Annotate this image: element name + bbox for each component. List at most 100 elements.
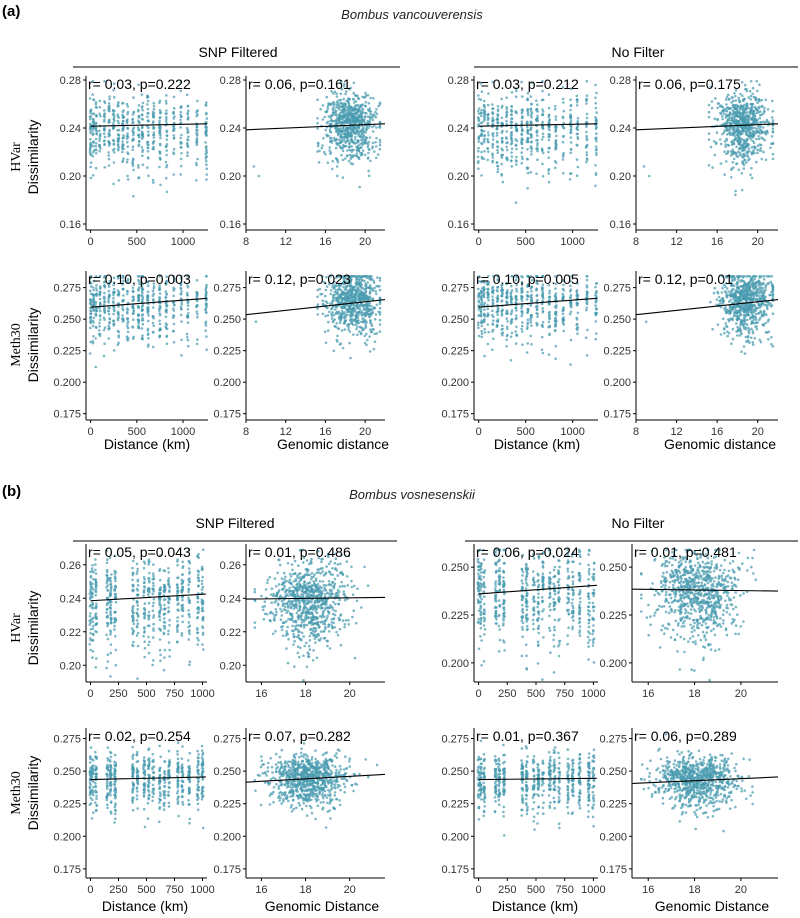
- scatter-point: [486, 307, 490, 311]
- panel-b-species: Bombus vosnesenskii: [349, 487, 476, 502]
- scatter-point: [108, 95, 111, 98]
- scatter-point: [147, 156, 150, 160]
- scatter-point: [594, 106, 598, 110]
- scatter-point: [339, 288, 343, 292]
- scatter-point: [146, 150, 150, 153]
- scatter-point: [335, 95, 339, 98]
- scatter-point: [760, 98, 763, 102]
- scatter-point: [486, 303, 489, 307]
- scatter-point: [575, 316, 578, 320]
- scatter-point: [370, 322, 373, 326]
- scatter-point: [373, 332, 377, 336]
- scatter-point: [739, 106, 743, 109]
- scatter-point: [108, 128, 111, 132]
- scatter-point: [369, 319, 372, 322]
- scatter-point: [107, 309, 110, 313]
- scatter-point: [107, 164, 111, 167]
- scatter-point: [561, 85, 565, 89]
- scatter-point: [585, 308, 588, 312]
- scatter-point: [535, 306, 538, 309]
- scatter-point: [98, 105, 102, 109]
- scatter-point: [332, 105, 335, 109]
- scatter-point: [346, 149, 349, 152]
- scatter-point: [526, 342, 530, 345]
- y-tick-label: 0.16: [220, 219, 241, 231]
- scatter-point: [500, 106, 504, 109]
- scatter-point: [320, 146, 324, 150]
- scatter-point: [725, 121, 728, 125]
- scatter-point: [586, 328, 589, 332]
- scatter-point: [116, 115, 120, 118]
- scatter-point: [719, 162, 723, 165]
- scatter-point: [771, 127, 775, 130]
- scatter-point: [486, 121, 490, 125]
- scatter-point: [339, 342, 343, 345]
- scatter-point: [89, 312, 93, 316]
- scatter-point: [753, 118, 757, 121]
- scatter-point: [369, 328, 372, 332]
- scatter-point: [510, 320, 514, 324]
- scatter-point: [479, 82, 483, 85]
- scatter-point: [495, 134, 499, 137]
- scatter-point: [347, 118, 350, 122]
- scatter-point: [722, 328, 726, 331]
- scatter-point: [727, 98, 731, 101]
- scatter-point: [173, 303, 176, 307]
- scatter-point: [749, 98, 752, 101]
- scatter-point: [763, 138, 766, 142]
- scatter-point: [333, 308, 337, 311]
- scatter-point: [486, 131, 490, 134]
- scatter-point: [180, 133, 183, 137]
- scatter-point: [595, 295, 598, 298]
- scatter-point: [354, 281, 358, 285]
- scatter-point: [737, 168, 741, 172]
- scatter-point: [113, 309, 116, 313]
- scatter-point: [121, 122, 125, 126]
- scatter-point: [103, 318, 106, 321]
- scatter-point: [541, 310, 545, 314]
- scatter-point: [569, 136, 573, 139]
- scatter-point: [137, 83, 140, 87]
- scatter-point: [594, 320, 598, 323]
- scatter-point: [328, 310, 331, 314]
- scatter-point: [575, 301, 578, 305]
- scatter-point: [716, 323, 720, 326]
- scatter-point: [112, 89, 115, 92]
- scatter-point: [332, 299, 335, 302]
- scatter-point: [505, 345, 508, 348]
- scatter-point: [131, 113, 135, 116]
- panel-b-label: (b): [2, 483, 21, 500]
- scatter-point: [324, 314, 327, 318]
- y-tick-label: 0.28: [610, 75, 631, 87]
- scatter-point: [88, 115, 92, 118]
- scatter-point: [344, 141, 348, 144]
- scatter-point: [500, 314, 504, 317]
- scatter-point: [327, 134, 330, 138]
- scatter-point: [378, 147, 382, 151]
- y-tick-label: 0.24: [448, 123, 469, 135]
- scatter-point: [325, 95, 329, 99]
- scatter-point: [480, 174, 483, 177]
- scatter-point: [510, 151, 513, 154]
- scatter-point: [359, 277, 362, 281]
- scatter-point: [355, 327, 358, 331]
- scatter-point: [486, 113, 490, 116]
- scatter-point: [585, 130, 588, 134]
- scatter-point: [152, 107, 156, 111]
- scatter-point: [479, 314, 483, 317]
- scatter-point: [151, 298, 155, 301]
- scatter-point: [107, 154, 110, 157]
- y-tick-label: 0.28: [448, 75, 469, 87]
- scatter-point: [477, 299, 481, 302]
- scatter-point: [733, 114, 737, 117]
- scatter-point: [358, 113, 361, 117]
- scatter-point: [98, 293, 101, 297]
- scatter-point: [151, 315, 155, 318]
- y-tick-label: 0.175: [441, 409, 469, 421]
- scatter-point: [355, 275, 358, 279]
- scatter-point: [147, 337, 150, 340]
- scatter-point: [108, 97, 111, 101]
- scatter-point: [137, 108, 140, 112]
- scatter-point: [158, 296, 162, 300]
- scatter-point: [94, 102, 98, 106]
